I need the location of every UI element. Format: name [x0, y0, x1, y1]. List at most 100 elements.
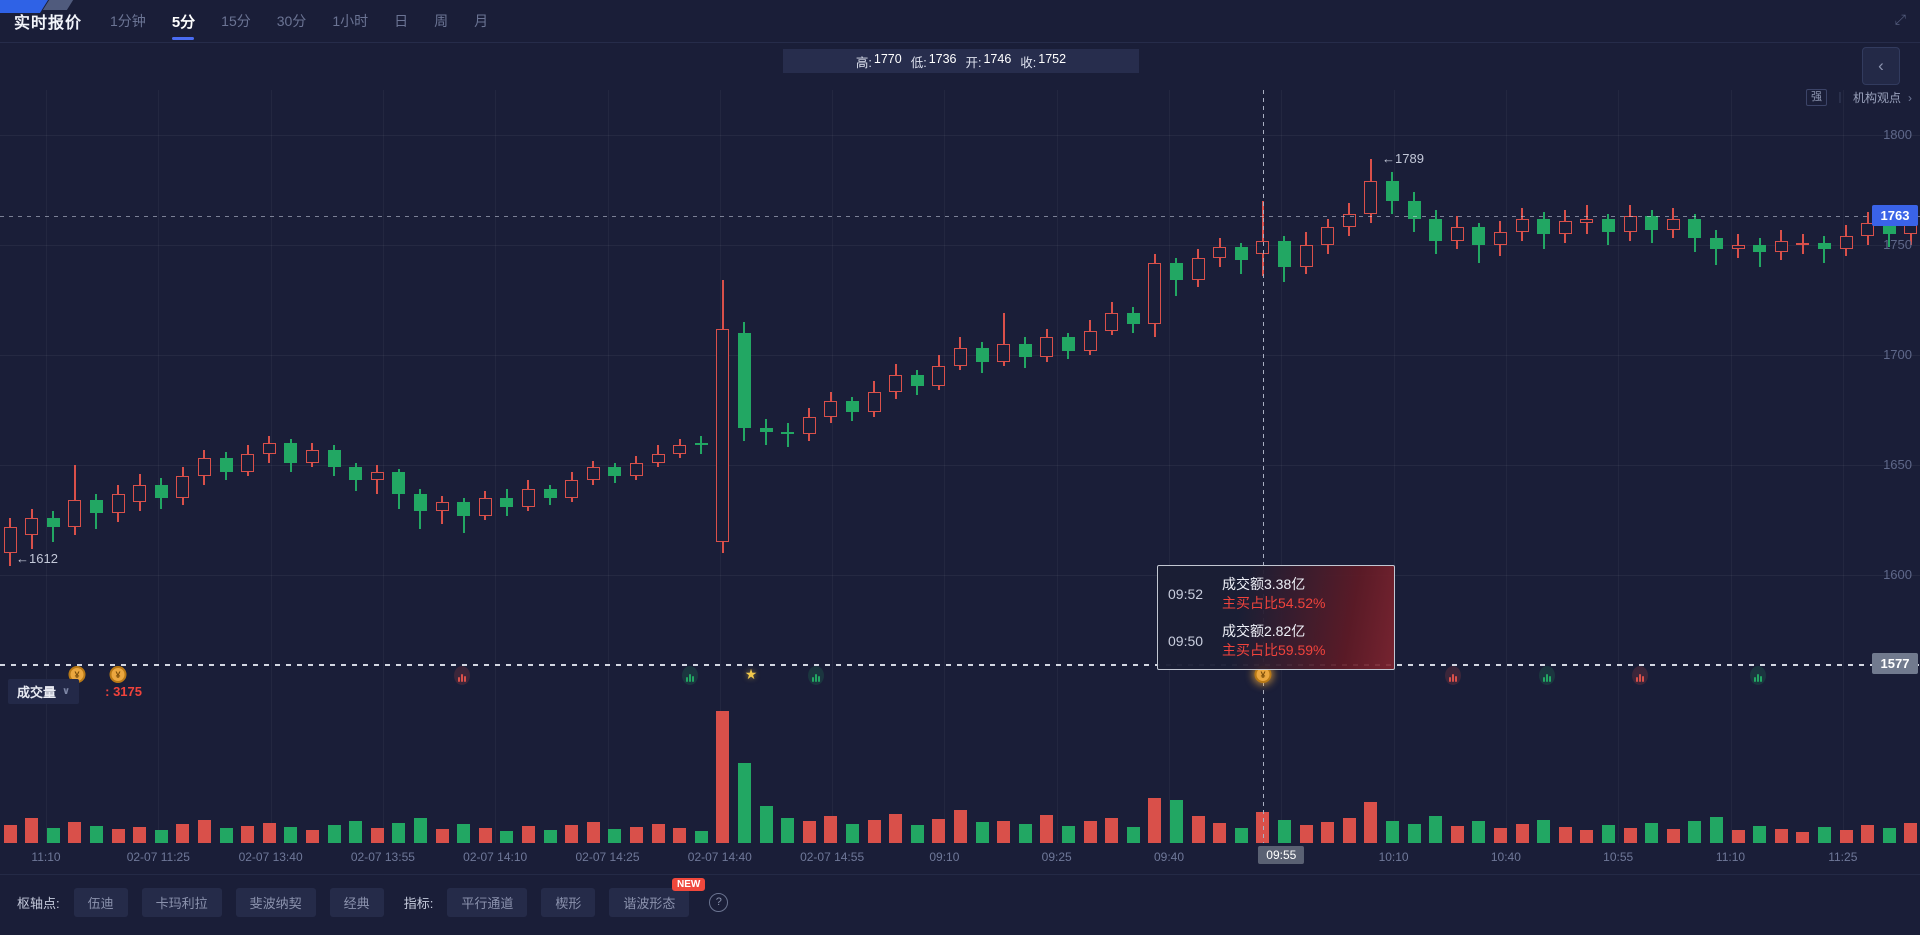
red-bars-signal-icon[interactable] — [1632, 666, 1648, 685]
green-bars-signal-icon[interactable] — [682, 666, 698, 685]
tab-interval-3[interactable]: 30分 — [276, 13, 307, 29]
red-bars-signal-icon[interactable] — [1445, 666, 1461, 685]
pivot-button-3[interactable]: 经典 — [329, 887, 384, 917]
volume-bar — [1601, 825, 1615, 843]
volume-bar — [1882, 828, 1896, 843]
volume-bar — [737, 762, 751, 843]
candle — [910, 374, 924, 386]
candle — [975, 348, 989, 362]
candle — [1385, 181, 1399, 201]
institution-view-link[interactable]: 机构观点 — [1852, 91, 1901, 105]
collapse-chevron-icon[interactable]: ‹ — [1862, 47, 1900, 85]
tab-interval-5[interactable]: 日 — [394, 13, 409, 29]
volume-bar — [327, 825, 341, 843]
y-axis-label: 1800 — [1883, 127, 1912, 142]
volume-bar — [133, 827, 147, 843]
tooltip-row: 09:50 成交额2.82亿 主买占比59.59% — [1168, 622, 1384, 660]
volume-bar — [1018, 824, 1032, 843]
candle — [1666, 218, 1680, 230]
tab-interval-0[interactable]: 1分钟 — [110, 13, 146, 29]
mini-bar — [1757, 674, 1759, 682]
volume-indicator-dropdown[interactable]: 成交量 ∨ — [8, 679, 80, 704]
footer-toolbar: 枢轴点: 伍迪 卡玛利拉 斐波纳契 经典 指标: 平行通道 楔形 谐波形态 NEW ? — [17, 877, 729, 918]
lower-band-badge: 1577 — [1872, 653, 1918, 674]
session-low-label: ←1612 — [16, 550, 58, 566]
pivot-button-1[interactable]: 卡玛利拉 — [141, 887, 222, 917]
candle — [1861, 223, 1875, 237]
candle — [673, 445, 687, 454]
volume-bar — [1688, 820, 1702, 843]
candle — [500, 498, 514, 507]
volume-bar — [1342, 817, 1356, 843]
candle — [3, 526, 17, 553]
volume-bar — [910, 825, 924, 843]
candle — [25, 517, 39, 536]
pivot-buttons: 伍迪 卡玛利拉 斐波纳契 经典 — [73, 887, 384, 917]
mini-bar — [1449, 677, 1451, 682]
tooltip-time: 09:52 — [1168, 586, 1204, 602]
y-axis-label: 1600 — [1883, 567, 1912, 582]
tab-interval-2[interactable]: 15分 — [221, 13, 251, 29]
candle — [1601, 218, 1615, 232]
green-bars-signal-icon[interactable] — [1750, 666, 1766, 685]
volume-bar — [608, 829, 622, 843]
volume-bar — [1277, 819, 1291, 843]
indicator-label: 指标: — [403, 895, 434, 911]
volume-bar — [219, 828, 233, 843]
mini-bar — [1549, 676, 1551, 682]
gridline-vertical — [1169, 90, 1170, 843]
y-axis-label: 1650 — [1883, 457, 1912, 472]
coin-signal-icon[interactable]: ¥ — [109, 666, 127, 683]
indicator-button-0[interactable]: 平行通道 — [447, 887, 528, 917]
mini-bar — [1760, 676, 1762, 682]
gridline-vertical — [607, 90, 609, 843]
volume-bar — [154, 830, 168, 843]
help-icon[interactable]: ? — [709, 892, 729, 912]
candle — [1580, 218, 1594, 223]
x-axis-label: 10:40 — [1490, 850, 1521, 864]
ohlc-close: 收: 1752 — [1020, 51, 1067, 70]
candle — [435, 502, 449, 512]
indicator-button-2[interactable]: 谐波形态 NEW — [609, 877, 706, 917]
green-bars-signal-icon[interactable] — [1539, 666, 1555, 685]
candle — [1537, 218, 1551, 234]
red-bars-signal-icon[interactable] — [454, 666, 470, 685]
mini-bar — [692, 676, 694, 682]
candle — [1429, 218, 1443, 241]
tab-interval-7[interactable]: 月 — [474, 13, 489, 29]
candle — [68, 500, 82, 527]
tab-interval-1[interactable]: 5分 — [172, 1, 195, 42]
gridline-vertical — [158, 90, 160, 843]
green-bars-signal-icon[interactable] — [808, 666, 824, 685]
gridline-vertical — [382, 90, 384, 843]
candle — [1472, 227, 1486, 245]
x-axis-label: 02-07 14:10 — [463, 850, 528, 864]
pivot-button-2[interactable]: 斐波纳契 — [235, 887, 316, 917]
volume-bar — [1515, 824, 1529, 843]
volume-bar — [111, 829, 125, 843]
volume-bar — [1580, 830, 1594, 843]
gridline-horizontal — [0, 465, 1920, 466]
star-signal-icon[interactable]: ★ — [744, 665, 758, 682]
candle — [997, 344, 1011, 362]
candle — [349, 467, 363, 481]
volume-bar — [1817, 827, 1831, 843]
indicator-button-1[interactable]: 楔形 — [541, 887, 596, 917]
candle — [1342, 214, 1356, 228]
candle — [111, 493, 125, 514]
mini-bar — [818, 676, 820, 682]
volume-bar — [1148, 798, 1162, 843]
candle — [327, 449, 341, 468]
tooltip-buy-ratio: 主买占比59.59% — [1222, 642, 1326, 658]
ohlc-info-bar: 高: 1770 低: 1736 开: 1746 收: 1752 — [783, 49, 1139, 73]
candle — [219, 458, 233, 472]
tooltip-buy-ratio: 主买占比54.52% — [1222, 595, 1326, 611]
expand-icon[interactable]: ⤢ — [1894, 11, 1906, 27]
mini-bar — [689, 674, 691, 682]
candle — [133, 484, 147, 503]
volume-bar — [241, 826, 255, 843]
tab-interval-4[interactable]: 1小时 — [332, 13, 369, 29]
tab-interval-6[interactable]: 周 — [434, 13, 449, 29]
pivot-button-0[interactable]: 伍迪 — [73, 887, 128, 917]
